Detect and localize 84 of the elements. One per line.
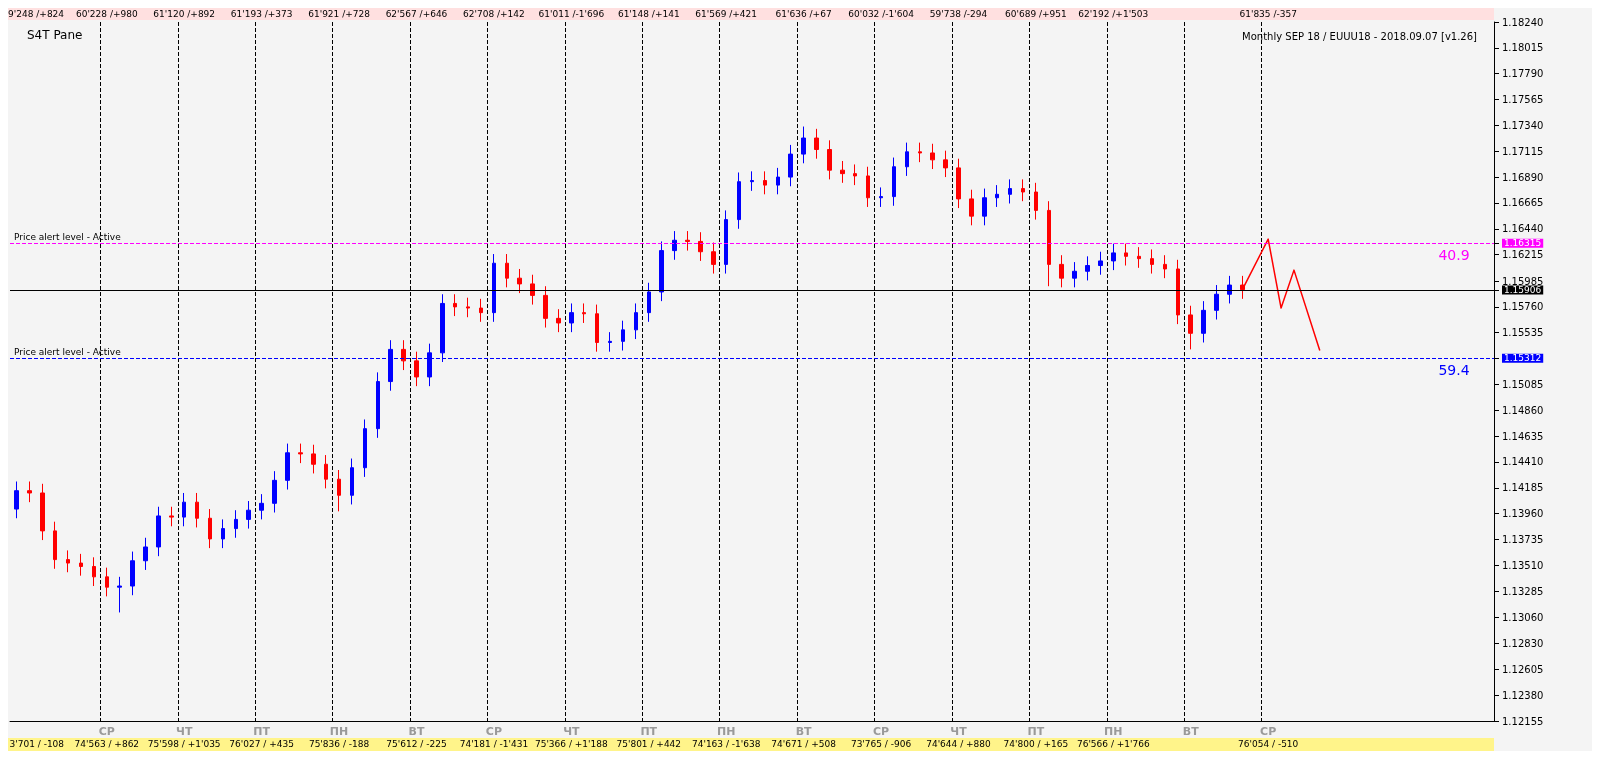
text: 60'032 /-1'604 [848,9,915,19]
y-tick-label: 1.16315 [1504,238,1542,249]
y-tick-label: 1.16890 [1502,171,1544,183]
ref-line-label: Price alert level - Active [14,347,122,358]
y-tick-label: 1.13735 [1502,534,1544,545]
text: 61'569 /+421 [695,9,758,19]
text: S4T Pane [27,28,83,42]
y-tick-label: 1.15760 [1502,301,1544,313]
x-tick-label: ВТ [408,725,425,738]
x-tick-label: ЧТ [176,725,193,738]
text: 75'366 / +1'188 [534,739,608,749]
annotation: 59.4 [1438,362,1470,379]
y-tick-label: 1.13960 [1502,508,1544,520]
y-tick-label: 1.13060 [1502,611,1544,623]
y-tick-label: 1.13285 [1502,585,1544,597]
text: 61'193 /+373 [230,9,293,19]
text: 9'248 /+824 [8,9,65,19]
text: 75'598 / +1'035 [147,739,221,749]
y-tick-label: 1.17565 [1502,94,1544,106]
y-tick-label: 1.12380 [1502,689,1544,701]
text: 60'689 /+951 [1005,9,1067,19]
y-tick-label: 1.14860 [1502,404,1544,416]
text: 74'181 / -1'431 [459,739,529,749]
y-tick-label: 1.14635 [1502,430,1544,442]
x-tick-label: ПТ [253,725,271,738]
x-tick-label: СР [485,725,502,738]
ref-line-label: Price alert level - Active [14,232,122,243]
text: 62'708 /+142 [463,9,525,19]
x-tick-label: СР [1260,725,1277,738]
x-tick-label: ПТ [640,725,658,738]
text: 76'027 / +435 [229,739,294,749]
text: 74'644 / +880 [926,739,992,749]
x-tick-label: ПН [716,725,736,738]
x-tick-label: ВТ [1182,725,1200,738]
x-tick-label: СР [98,725,115,738]
x-tick-label: ПТ [1027,725,1045,738]
y-tick-label: 1.17340 [1502,119,1544,131]
text: 73'765 / -906 [850,739,912,749]
text: 61'148 /+141 [617,9,680,19]
y-tick-label: 1.15535 [1502,327,1544,339]
x-tick-label: ПН [1104,725,1123,738]
text: Monthly SEP 18 / EUUU18 - 2018.09.07 [v1.26] [1242,30,1478,42]
text: 61'921 /+728 [308,9,371,19]
y-tick-label: 1.15085 [1502,378,1544,390]
text: 60'228 /+980 [75,9,138,19]
y-tick-label: 1.12155 [1502,715,1544,727]
text: 76'566 / +1'766 [1076,739,1150,749]
text: 74'163 / -1'638 [691,739,761,749]
y-tick-label: 1.14185 [1502,482,1544,494]
x-tick-label: ПН [329,725,349,738]
text: 59'738 /-294 [929,9,988,19]
text: 74'671 / +508 [771,739,837,749]
text: 61'636 /+67 [775,9,832,19]
y-tick-label: 1.18240 [1502,16,1544,28]
y-tick-label: 1.16215 [1502,249,1544,261]
y-tick-label: 1.15985 [1502,275,1544,287]
x-tick-label: ВТ [795,725,813,738]
text: 75'612 / -225 [386,739,447,749]
y-tick-label: 1.13510 [1502,559,1544,571]
text: 74'800 / +165 [1003,739,1069,749]
annotation: 40.9 [1438,247,1470,264]
y-tick-label: 1.15906 [1504,285,1542,296]
y-tick-label: 1.18015 [1502,42,1544,54]
text: 61'835 /-357 [1239,9,1297,19]
text: 75'836 / -188 [308,739,370,749]
y-tick-label: 1.12605 [1502,663,1544,675]
text: 62'567 /+646 [385,9,448,19]
text: 76'054 / -510 [1238,739,1299,749]
y-tick-label: 1.17115 [1502,145,1544,157]
text: 61'011 /-1'696 [538,9,605,19]
x-tick-label: ЧТ [950,725,968,738]
y-tick-label: 1.17790 [1502,68,1544,80]
y-tick-label: 1.16440 [1502,223,1544,235]
text: 74'563 / +862 [74,739,140,749]
text: 61'120 /+892 [153,9,216,19]
text: 75'801 / +442 [616,739,682,749]
text: 3'701 / -108 [9,739,65,749]
text: 62'192 /+1'503 [1078,9,1149,19]
y-tick-label: 1.12830 [1502,637,1544,649]
x-tick-label: ЧТ [563,725,581,738]
y-tick-label: 1.14410 [1502,456,1544,468]
y-tick-label: 1.15312 [1504,353,1542,364]
x-tick-label: СР [872,725,890,738]
y-tick-label: 1.16665 [1502,197,1544,209]
